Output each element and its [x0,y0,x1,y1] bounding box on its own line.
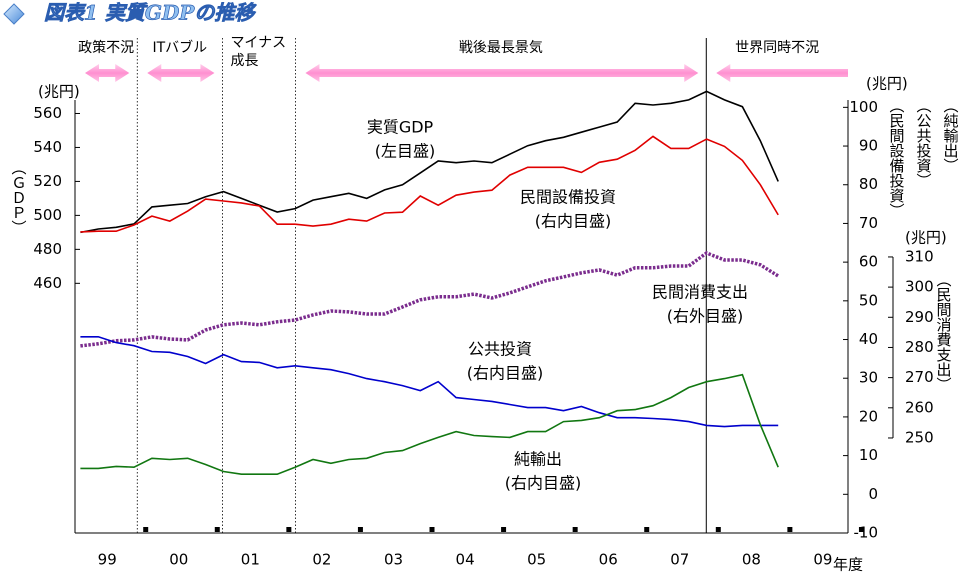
y-tick-label: 500 [33,206,62,224]
title-icon [3,3,25,25]
x-tick-label: 07 [670,551,689,569]
x-tick-label: 06 [599,551,618,569]
series-label: 民間設備投資 [520,188,616,207]
series-note: (右内目盛) [505,474,582,493]
x-tick-label: 04 [456,551,475,569]
period-arrow [305,64,699,82]
y2-tick-label: 70 [859,214,878,232]
x-tick [858,527,864,532]
y2-tick-label: 60 [859,253,878,271]
x-tick-label: 02 [312,551,331,569]
y3-tick-label: 310 [905,247,934,265]
series-note: (右内目盛) [467,364,544,383]
x-tick-label: 08 [742,551,761,569]
y3-tick-label: 290 [905,308,934,326]
y3-unit: (兆円) [905,229,947,247]
y2-tick-label: 0 [868,485,878,503]
series-note: (左目盛) [375,142,436,161]
series-line [80,251,780,348]
y2-tick-label: 100 [849,98,878,116]
x-tick-label: 00 [169,551,188,569]
period-arrow [85,64,130,82]
y2-label: （民間設備投資） [888,98,906,218]
y-label: （ＧＤＰ） [10,160,28,235]
x-tick [501,527,507,532]
period-label: 政策不況 [78,39,134,56]
x-tick [286,527,292,532]
x-tick [715,527,721,532]
series-line [80,373,779,475]
x-tick-label: 01 [241,551,260,569]
series-line [80,135,779,233]
y-tick-label: 520 [33,172,62,190]
y2-tick-label: 50 [859,291,878,309]
x-tick-label: 09 [813,551,832,569]
y3-tick-label: 280 [905,338,934,356]
x-tick [429,527,435,532]
series-label: 公共投資 [468,340,532,359]
chart-title: 図表1 実質GDPの推移 [44,1,257,25]
y2-label: （公共投資） [915,98,933,188]
series-note: (右内目盛) [535,212,612,231]
series-label: 実質GDP [367,118,434,137]
x-tick [143,527,149,532]
y3-label: （民間消費支出） [935,272,953,392]
x-tick-label: 99 [98,551,117,569]
x-label: 年度 [833,556,863,572]
y-tick-label: 480 [33,240,62,258]
period-arrow [147,64,215,82]
y2-tick-label: 10 [859,446,878,464]
series-label: 民間消費支出 [652,283,748,302]
y2-tick-label: 40 [859,330,878,348]
y-unit: (兆円) [38,83,80,101]
y2-tick-label: -10 [854,524,879,542]
y2-tick-label: 20 [859,407,878,425]
y3-tick-label: 260 [905,398,934,416]
period-label: マイナス [230,35,286,51]
period-label: 戦後最長景気 [459,40,543,56]
y-tick-label: 540 [33,138,62,156]
period-label: ITバブル [153,39,208,56]
period-label: 成長 [230,53,258,69]
y2-tick-label: 90 [859,137,878,155]
y2-label: （純輸出） [942,98,959,173]
y2-tick-label: 30 [859,369,878,387]
x-tick-label: 03 [384,551,403,569]
y2-unit: (兆円) [866,75,908,93]
x-tick [787,527,793,532]
y3-tick-label: 300 [905,278,934,296]
y-tick-label: 460 [33,274,62,292]
y-tick-label: 560 [33,104,62,122]
x-tick [644,527,650,532]
y3-tick-label: 250 [905,428,934,446]
series-line [80,336,779,428]
series-line [80,90,779,234]
y3-tick-label: 270 [905,368,934,386]
x-tick [357,527,363,532]
series-label: 純輸出 [514,450,562,469]
period-arrow [716,64,848,82]
series-note: (右外目盛) [667,307,744,326]
y2-tick-label: 80 [859,175,878,193]
x-tick [572,527,578,532]
x-tick-label: 05 [527,551,546,569]
x-tick [214,527,220,532]
period-label: 世界同時不況 [735,40,819,56]
